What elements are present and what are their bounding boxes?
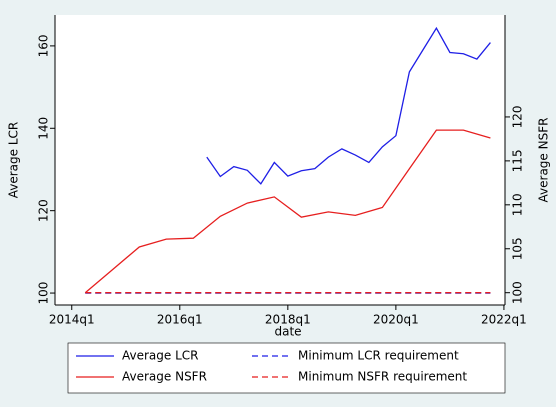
legend-label: Average LCR: [122, 349, 199, 363]
legend-label: Average NSFR: [122, 370, 207, 384]
y-tick-label: 120: [37, 199, 51, 222]
x-axis-label: date: [274, 325, 301, 339]
y2-tick-label: 105: [511, 237, 525, 260]
x-tick-label: 2016q1: [157, 313, 203, 327]
y-tick-label: 160: [37, 34, 51, 57]
legend-label: Minimum LCR requirement: [298, 349, 459, 363]
series-line: [206, 26, 491, 185]
x-tick-label: 2014q1: [49, 313, 95, 327]
y2-tick-label: 110: [511, 193, 525, 216]
y2-tick-label: 120: [511, 105, 525, 128]
x-tick-label: 2018q1: [265, 313, 311, 327]
y2-tick-label: 115: [511, 149, 525, 172]
y2-tick-label: 100: [511, 281, 525, 304]
x-tick-label: 2022q1: [481, 313, 527, 327]
x-tick-label: 2020q1: [373, 313, 419, 327]
plot-area: [55, 15, 505, 305]
legend: [67, 342, 506, 394]
y-tick-label: 140: [37, 117, 51, 140]
legend-label: Minimum NSFR requirement: [298, 370, 467, 384]
series-line: [84, 129, 491, 294]
y-axis-label: Average LCR: [7, 122, 21, 199]
y2-axis-label: Average NSFR: [537, 118, 551, 203]
y-tick-label: 100: [37, 282, 51, 305]
